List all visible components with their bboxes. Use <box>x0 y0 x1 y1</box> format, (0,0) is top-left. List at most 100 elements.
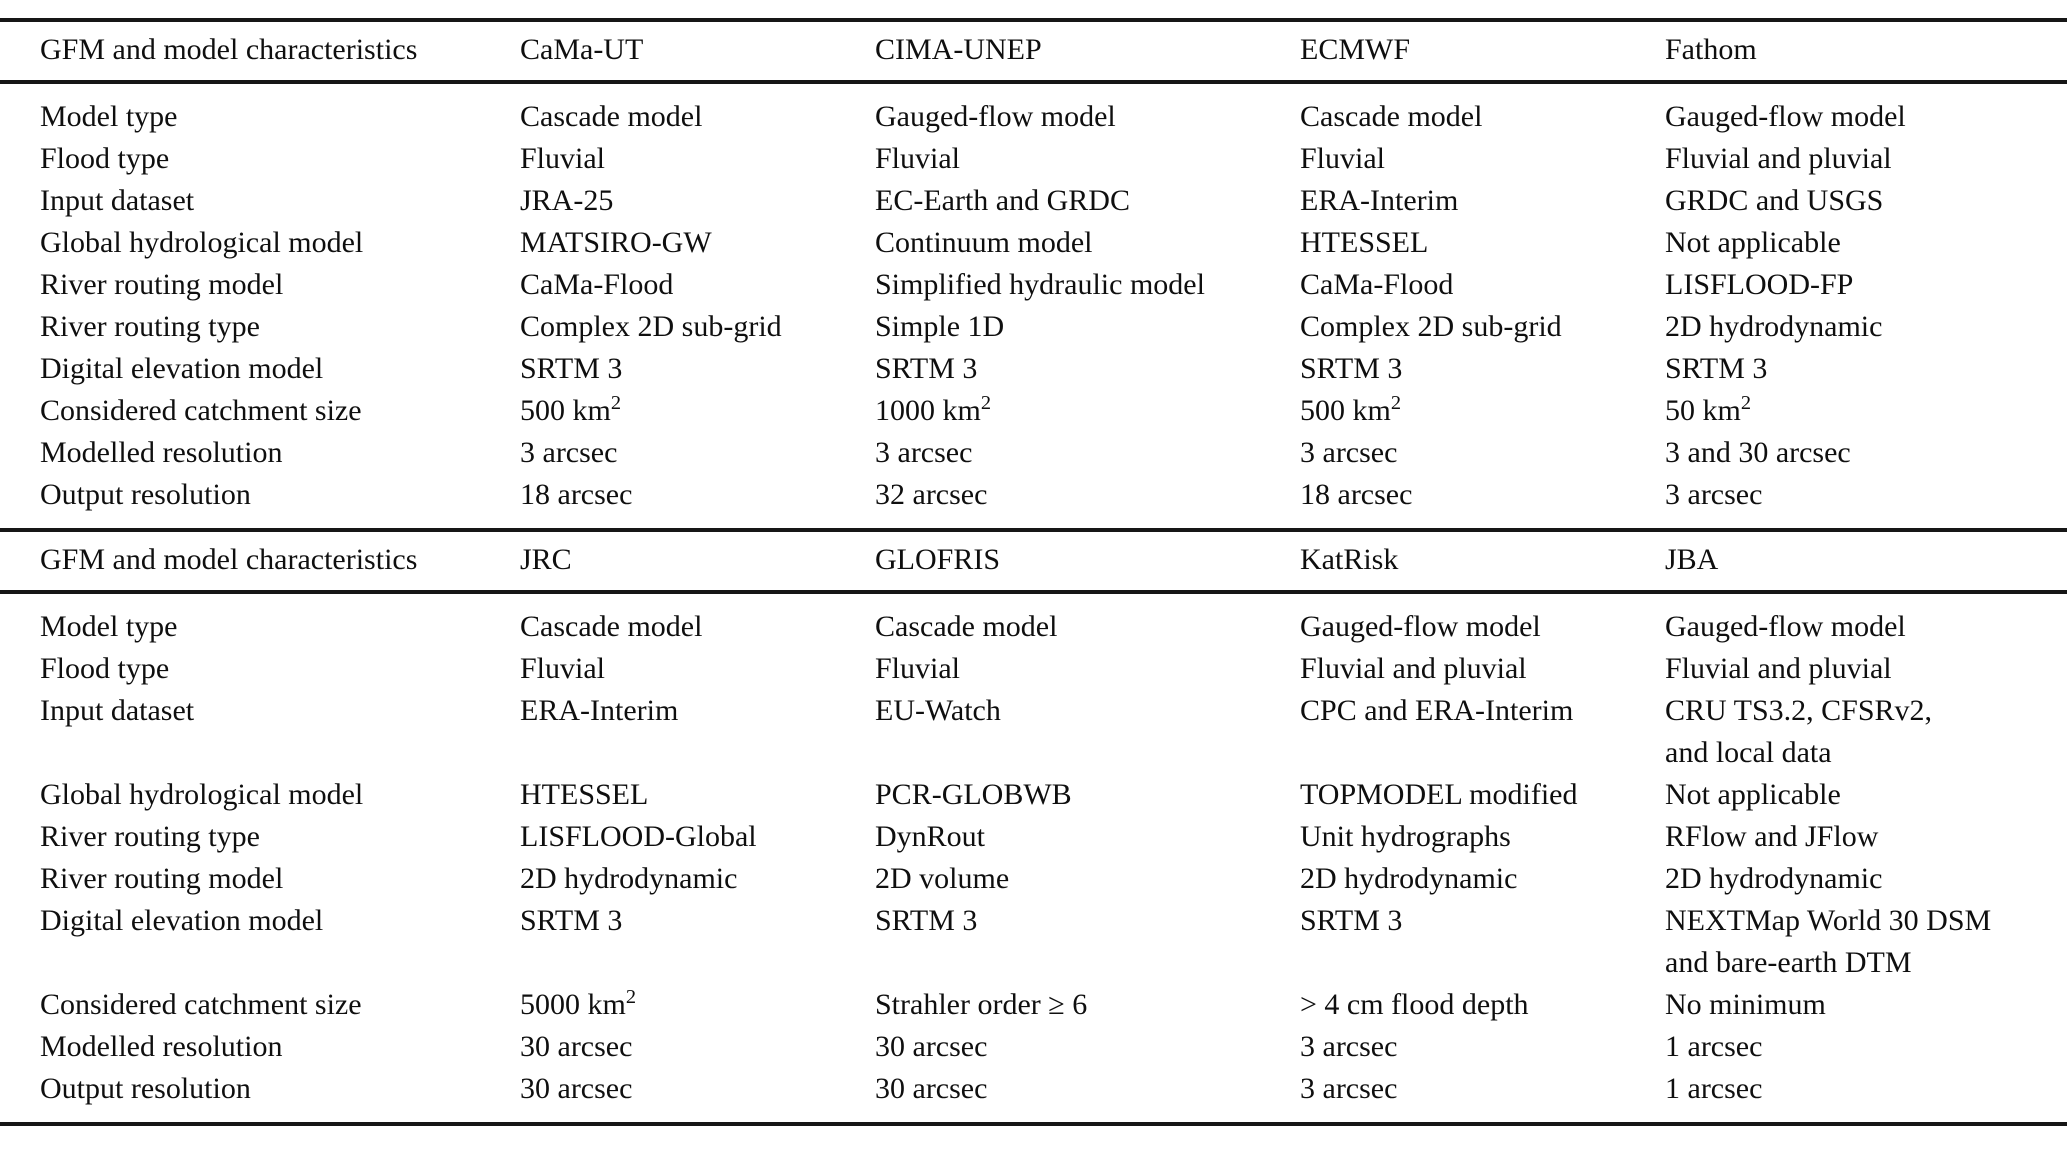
table-cell: 3 arcsec <box>1300 1072 1398 1105</box>
table-row: Output resolution 18 arcsec 32 arcsec 18 ar… <box>0 474 2067 530</box>
table-row: Modelled resolution 3 arcsec 3 arcsec 3 arc… <box>0 432 2067 474</box>
table-cell: Gauged-flow model <box>875 100 1116 133</box>
table-row: Model type Cascade model Cascade model Gaug… <box>0 592 2067 648</box>
column-header: KatRisk <box>1300 528 1665 594</box>
table-row: Output resolution 30 arcsec 30 arcsec 3 arc… <box>0 1068 2067 1124</box>
table-cell: SRTM 3 <box>520 352 623 385</box>
table-row: Input dataset ERA-Interim EU-Watch CPC and … <box>0 690 2067 774</box>
table-row: Digital elevation model SRTM 3 SRTM 3 SRTM … <box>0 348 2067 390</box>
table-cell: Complex 2D sub-grid <box>520 310 782 343</box>
table-cell: Fluvial <box>875 652 961 685</box>
table-cell: Simplified hydraulic model <box>875 268 1205 301</box>
table-cell: HTESSEL <box>1300 226 1429 259</box>
row-label: Output resolution <box>40 478 251 511</box>
column-header: JRC <box>520 528 875 594</box>
table-row: River routing model CaMa-Flood Simplified … <box>0 264 2067 306</box>
row-label: Global hydrological model <box>40 226 364 259</box>
superscript-2: 2 <box>610 392 622 414</box>
row-label: Digital elevation model <box>40 904 324 937</box>
row-label: Output resolution <box>40 1072 251 1105</box>
gfm-comparison-table: GFM and model characteristics CaMa-UT CI… <box>0 18 2067 1126</box>
table-cell: NEXTMap World 30 DSM and bare-earth DTM <box>1665 904 1992 979</box>
table-cell: Fluvial <box>520 142 606 175</box>
table-cell: 2D hydrodynamic <box>1665 862 1883 895</box>
table-cell: 50 km2 <box>1665 392 1752 427</box>
table-row: Considered catchment size 5000 km2 Strahle… <box>0 984 2067 1026</box>
table-cell: SRTM 3 <box>875 352 978 385</box>
row-label: Flood type <box>40 142 170 175</box>
column-header: JBA <box>1665 528 2067 594</box>
table-row: Flood type Fluvial Fluvial Fluvial Fluvial a… <box>0 138 2067 180</box>
table-cell: 1 arcsec <box>1665 1072 1763 1105</box>
column-header: CIMA-UNEP <box>875 18 1300 84</box>
table-cell: 18 arcsec <box>1300 478 1413 511</box>
table-row: River routing type LISFLOOD-Global DynRout… <box>0 816 2067 858</box>
table-cell: Fluvial and pluvial <box>1665 142 1892 175</box>
superscript-2: 2 <box>980 392 992 414</box>
table-cell: Cascade model <box>520 610 703 643</box>
table-cell: SRTM 3 <box>875 904 978 937</box>
table-row: Input dataset JRA-25 EC-Earth and GRDC ERA-… <box>0 180 2067 222</box>
table-row: Model type Cascade model Gauged-flow model… <box>0 82 2067 138</box>
table-cell: SRTM 3 <box>1665 352 1768 385</box>
table-cell: 2D hydrodynamic <box>1300 862 1518 895</box>
table-cell: Simple 1D <box>875 310 1005 343</box>
table-cell: 3 and 30 arcsec <box>1665 436 1851 469</box>
section-header-row: GFM and model characteristics CaMa-UT CI… <box>0 18 2067 84</box>
table-cell: EC-Earth and GRDC <box>875 184 1130 217</box>
table-cell: 30 arcsec <box>875 1072 988 1105</box>
table-cell: LISFLOOD-Global <box>520 820 757 853</box>
row-label: River routing type <box>40 310 260 343</box>
table-cell: TOPMODEL modified <box>1300 778 1578 811</box>
column-header: GFM and model characteristics <box>0 18 520 84</box>
row-label: Flood type <box>40 652 170 685</box>
table-row: Modelled resolution 30 arcsec 30 arcsec 3 a… <box>0 1026 2067 1068</box>
table-row: River routing model 2D hydrodynamic 2D vol… <box>0 858 2067 900</box>
section-header-row: GFM and model characteristics JRC GLOFRI… <box>0 528 2067 594</box>
row-label: Digital elevation model <box>40 352 324 385</box>
table-cell: > 4 cm flood depth <box>1300 988 1529 1021</box>
table-cell: Gauged-flow model <box>1665 610 1906 643</box>
table-cell: 5000 km2 <box>520 986 637 1021</box>
table-cell: Cascade model <box>875 610 1058 643</box>
table-cell: SRTM 3 <box>1300 904 1403 937</box>
table-cell: Unit hydrographs <box>1300 820 1511 853</box>
table-cell: 3 arcsec <box>1300 1030 1398 1063</box>
table-cell: GRDC and USGS <box>1665 184 1884 217</box>
table-cell: Gauged-flow model <box>1665 100 1906 133</box>
table-cell: 2D hydrodynamic <box>1665 310 1883 343</box>
table-row: Global hydrological model HTESSEL PCR-GLOB… <box>0 774 2067 816</box>
table-cell: Cascade model <box>1300 100 1483 133</box>
table-cell: Cascade model <box>520 100 703 133</box>
table-cell: Not applicable <box>1665 778 1841 811</box>
table-cell: 1 arcsec <box>1665 1030 1763 1063</box>
table-cell: Gauged-flow model <box>1300 610 1541 643</box>
table-section-top: GFM and model characteristics CaMa-UT CI… <box>0 18 2067 530</box>
table-cell: 2D volume <box>875 862 1010 895</box>
table-cell: DynRout <box>875 820 986 853</box>
table-row: Considered catchment size 500 km2 1000 km2… <box>0 390 2067 432</box>
column-header: Fathom <box>1665 18 2067 84</box>
superscript-2: 2 <box>1740 392 1752 414</box>
row-label: River routing model <box>40 268 284 301</box>
table-cell: Fluvial and pluvial <box>1665 652 1892 685</box>
table-row: Flood type Fluvial Fluvial Fluvial and pluv… <box>0 648 2067 690</box>
table-cell: ERA-Interim <box>520 694 679 727</box>
table-cell: 30 arcsec <box>875 1030 988 1063</box>
table-cell: 30 arcsec <box>520 1030 633 1063</box>
row-label: Input dataset <box>40 184 195 217</box>
table-row: River routing type Complex 2D sub-grid Sim… <box>0 306 2067 348</box>
table-cell: 3 arcsec <box>1300 436 1398 469</box>
table-cell: MATSIRO-GW <box>520 226 712 259</box>
table-cell: RFlow and JFlow <box>1665 820 1879 853</box>
table-cell: Fluvial <box>1300 142 1386 175</box>
row-label: Model type <box>40 100 178 133</box>
table-cell: 500 km2 <box>1300 392 1402 427</box>
table-cell: PCR-GLOBWB <box>875 778 1072 811</box>
table-cell: 3 arcsec <box>520 436 618 469</box>
table-cell: 500 km2 <box>520 392 622 427</box>
table-cell: HTESSEL <box>520 778 649 811</box>
table-section-bottom: GFM and model characteristics JRC GLOFRI… <box>0 528 2067 1124</box>
column-header: GLOFRIS <box>875 528 1300 594</box>
table-cell: Not applicable <box>1665 226 1841 259</box>
